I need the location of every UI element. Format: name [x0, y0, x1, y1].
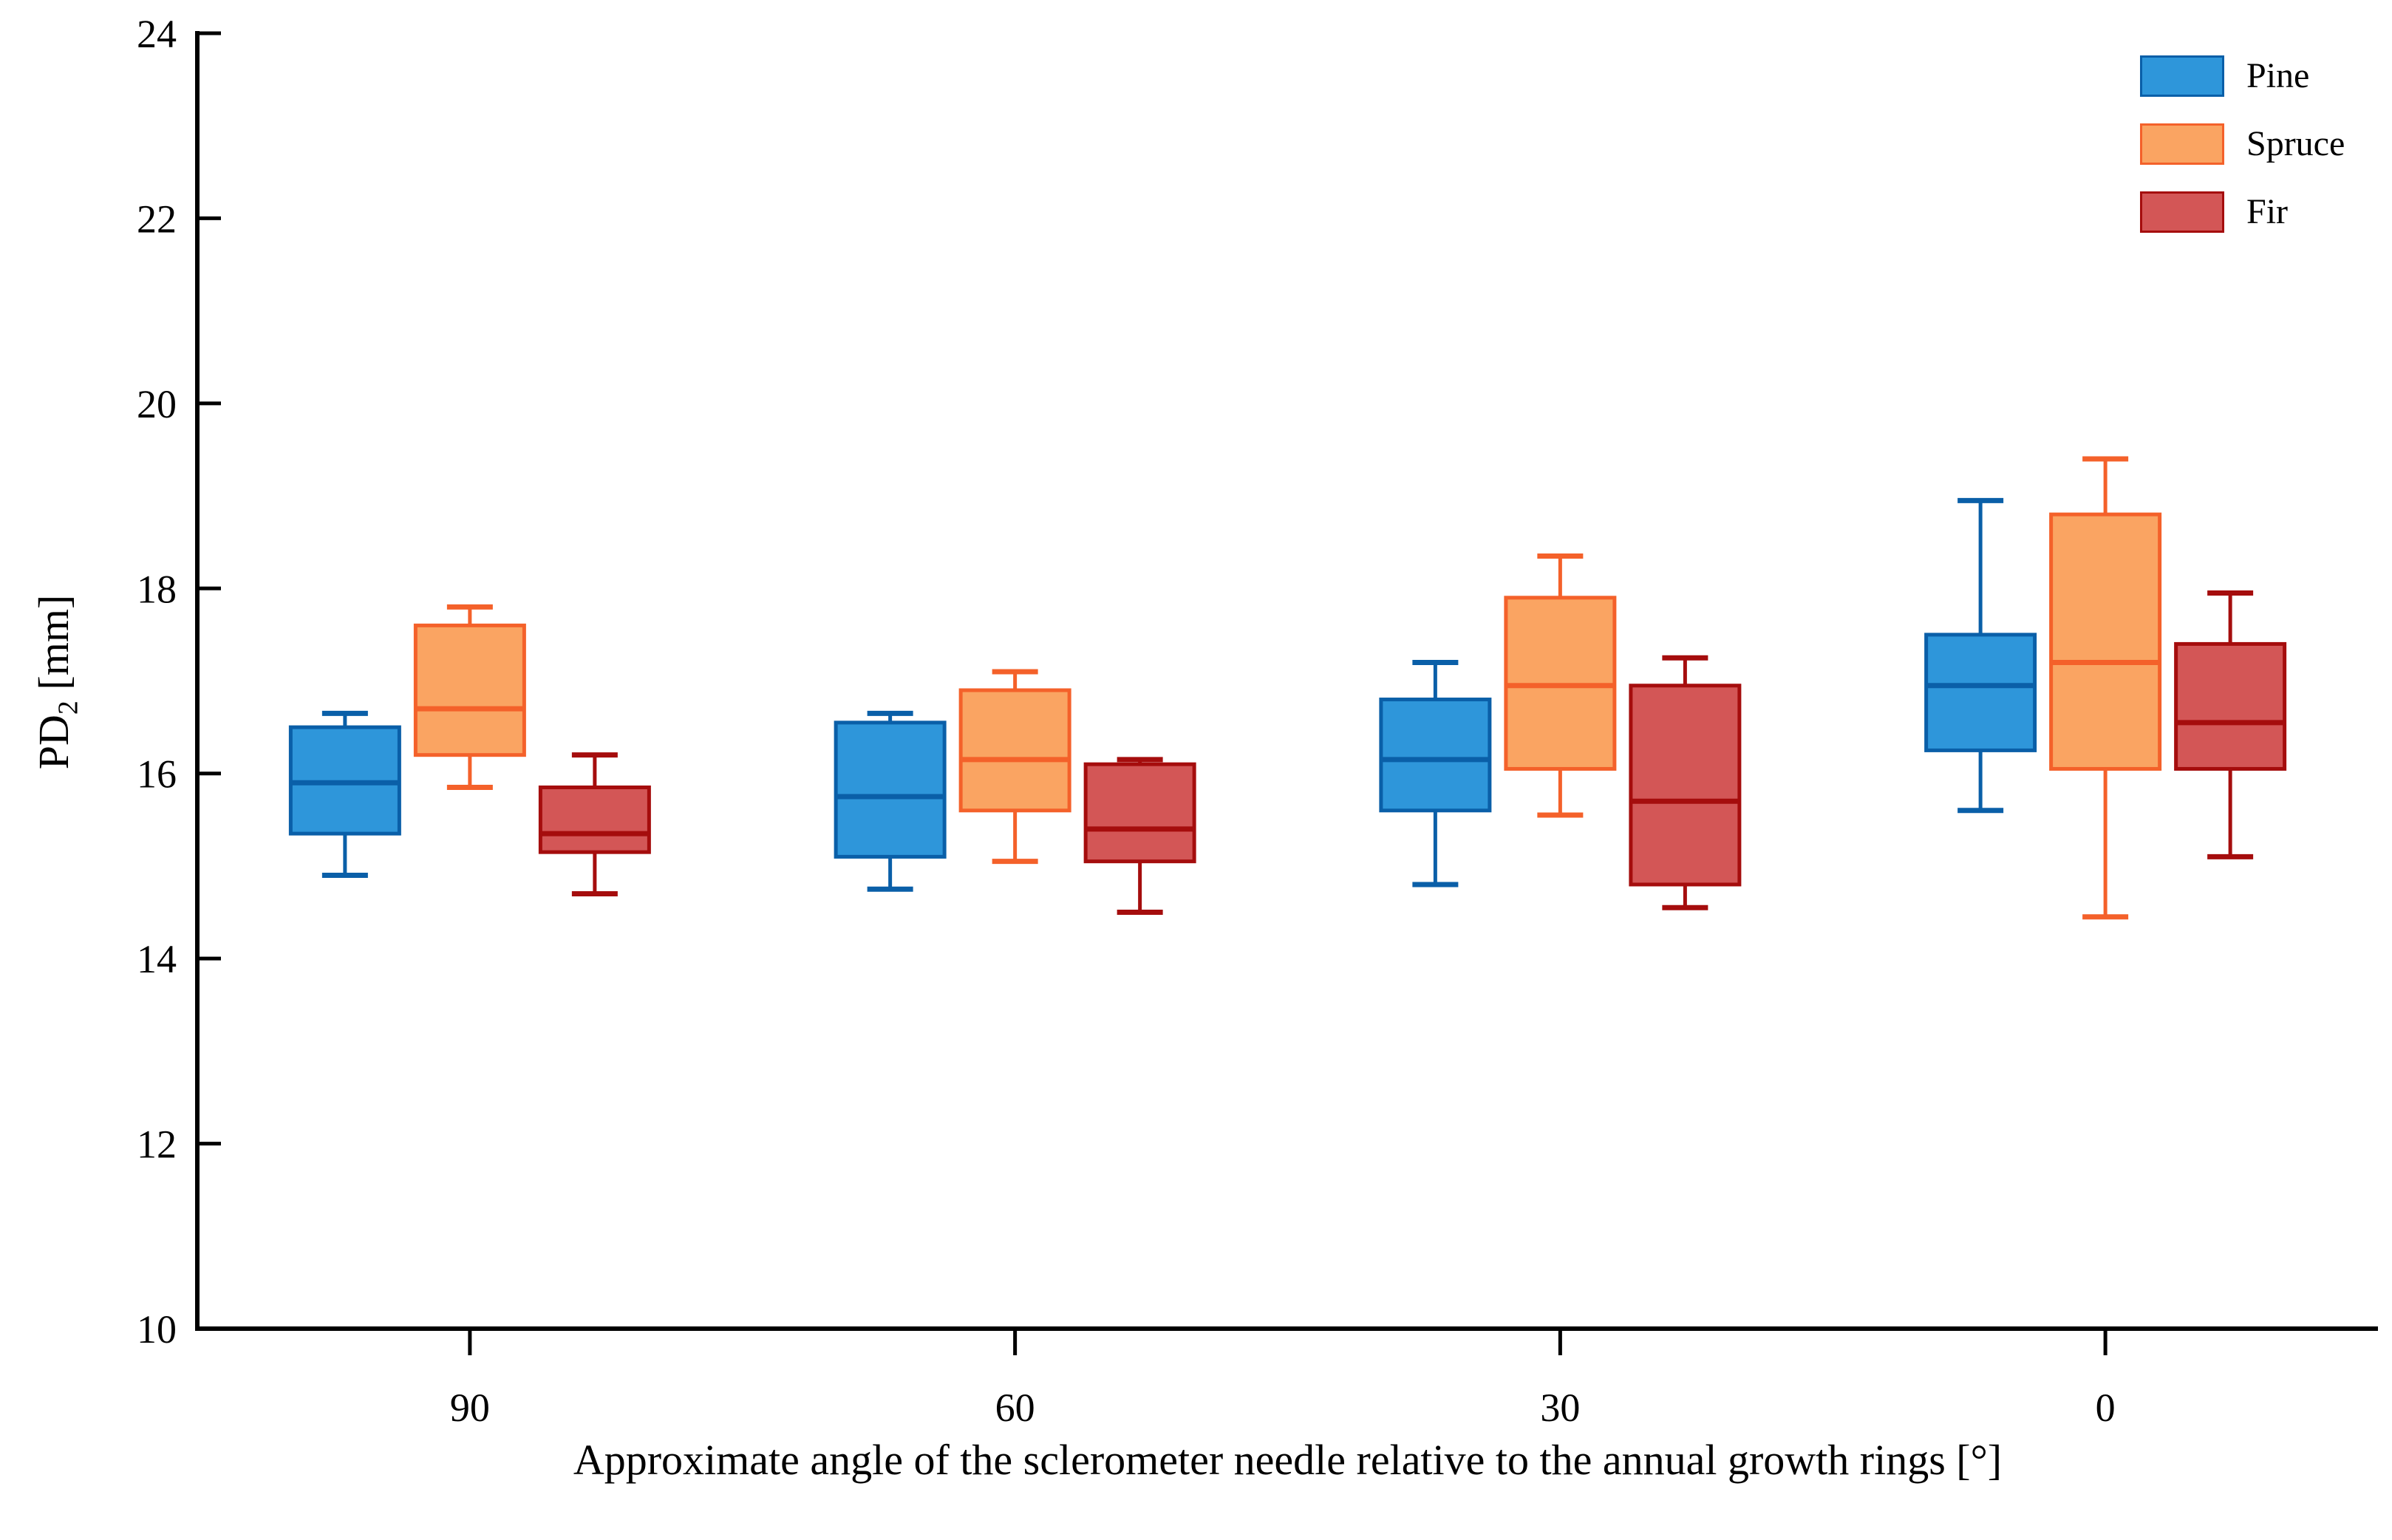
box-spruce-60 — [958, 688, 1071, 813]
box-spruce-0 — [2049, 512, 2162, 771]
x-tick-label-60: 60 — [995, 1386, 1035, 1430]
y-tick-label-24: 24 — [137, 12, 177, 56]
box-pine-60 — [834, 720, 947, 859]
legend-swatch-fir — [2140, 191, 2224, 233]
legend-label-pine: Pine — [2246, 56, 2310, 95]
y-tick-label-22: 22 — [137, 197, 177, 241]
y-tick-label-14: 14 — [137, 937, 177, 981]
box-fir-0 — [2174, 641, 2287, 771]
x-tick-label-0: 0 — [2096, 1386, 2116, 1430]
y-axis-title-subscript: 2 — [52, 701, 84, 715]
legend-swatch-spruce — [2140, 123, 2224, 165]
y-axis-title: PD2 [mm] — [29, 431, 84, 933]
box-fir-90 — [538, 785, 651, 854]
box-fir-60 — [1083, 762, 1196, 864]
legend-label-spruce: Spruce — [2246, 124, 2345, 163]
box-pine-30 — [1379, 698, 1492, 813]
legend-label-fir: Fir — [2246, 192, 2289, 231]
box-fir-30 — [1629, 684, 1742, 887]
y-tick-label-16: 16 — [137, 752, 177, 797]
y-tick-label-18: 18 — [137, 567, 177, 611]
legend-entry-pine: Pine — [2140, 55, 2345, 97]
legend: Pine Spruce Fir — [2140, 55, 2345, 260]
y-tick-label-20: 20 — [137, 382, 177, 426]
y-tick-label-10: 10 — [137, 1307, 177, 1352]
box-pine-0 — [1924, 633, 2037, 752]
x-axis-title: Approximate angle of the sclerometer nee… — [573, 1436, 2003, 1484]
y-axis-title-main: PD — [30, 715, 78, 770]
y-tick-label-12: 12 — [137, 1122, 177, 1167]
x-tick-label-90: 90 — [450, 1386, 490, 1430]
legend-entry-fir: Fir — [2140, 191, 2345, 233]
legend-swatch-pine — [2140, 55, 2224, 97]
y-axis-title-unit: [mm] — [30, 594, 78, 701]
x-tick-label-30: 30 — [1540, 1386, 1580, 1430]
box-spruce-90 — [413, 623, 526, 757]
legend-entry-spruce: Spruce — [2140, 123, 2345, 165]
